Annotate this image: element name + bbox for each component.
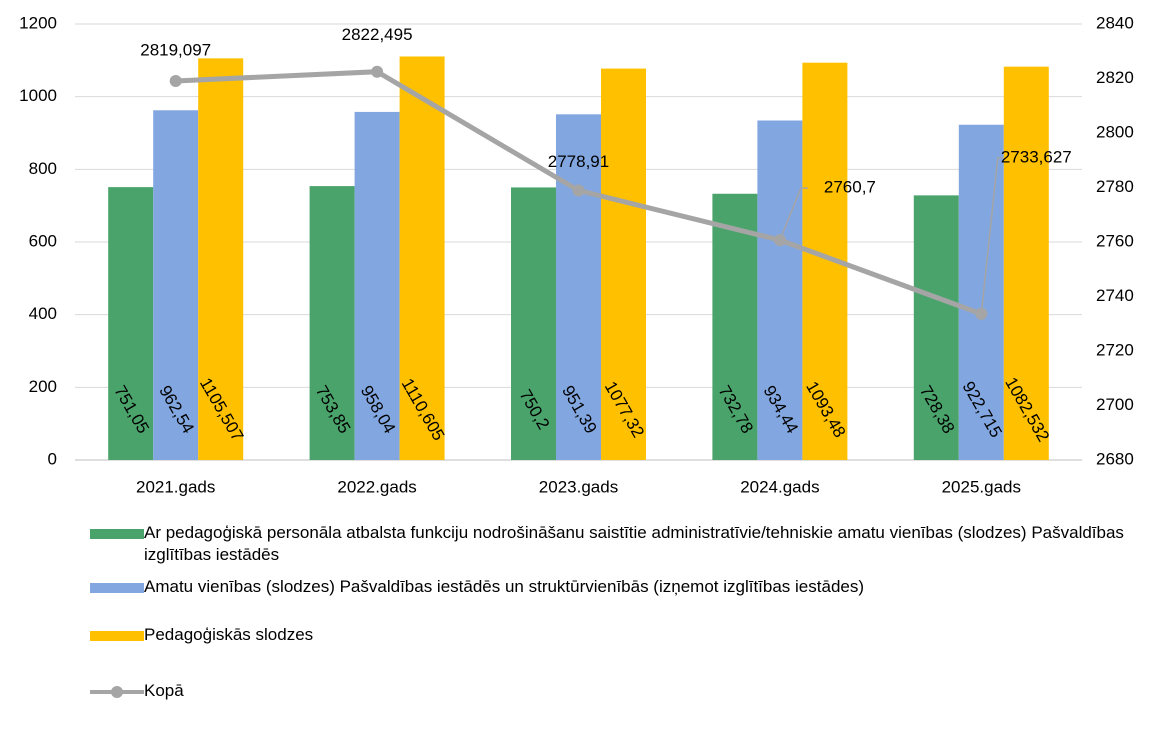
x-tick-label: 2022.gads (337, 477, 416, 496)
y2-tick-label: 2740 (1096, 286, 1134, 305)
bar (601, 68, 646, 460)
legend-label: Amatu vienības (slodzes) Pašvaldības ies… (144, 577, 865, 596)
bar (108, 187, 154, 460)
bar (556, 114, 601, 460)
x-tick-label: 2025.gads (942, 477, 1021, 496)
bar (511, 187, 556, 460)
line-label: 2733,627 (1001, 147, 1072, 166)
line-label: 2778,91 (548, 152, 609, 171)
y2-tick-label: 2820 (1096, 68, 1134, 87)
legend-entry: Amatu vienības (slodzes) Pašvaldības ies… (90, 576, 1130, 598)
bar (757, 120, 803, 460)
leader-line (980, 157, 1004, 314)
line-label: 2760,7 (824, 178, 876, 197)
y2-tick-label: 2800 (1096, 122, 1134, 141)
y2-tick-label: 2760 (1096, 231, 1134, 250)
bar (958, 124, 1004, 460)
y-tick-label: 0 (48, 449, 57, 468)
y2-tick-label: 2680 (1096, 449, 1134, 468)
y2-tick-label: 2780 (1096, 177, 1134, 196)
y2-tick-label: 2840 (1096, 13, 1134, 32)
legend-label: Kopā (144, 681, 184, 700)
line-marker (572, 184, 585, 197)
y-tick-label: 400 (29, 304, 57, 323)
y2-tick-label: 2720 (1096, 340, 1134, 359)
legend-swatch (90, 686, 144, 698)
legend-marker (111, 686, 123, 698)
line-label: 2819,097 (140, 40, 211, 59)
line-marker (371, 65, 384, 78)
legend: Ar pedagoģiskā personāla atbalsta funkci… (90, 522, 1130, 722)
leader-line (779, 187, 808, 241)
legend-swatch (90, 529, 144, 539)
legend-entry: Pedagoģiskās slodzes (90, 624, 1130, 646)
line-label: 2822,495 (342, 25, 413, 44)
bar (712, 193, 758, 461)
legend-swatch (90, 583, 144, 593)
bar (198, 58, 244, 460)
y2-tick-label: 2700 (1096, 395, 1134, 414)
bar (399, 56, 445, 460)
legend-label: Pedagoģiskās slodzes (144, 625, 314, 644)
legend-entry: Ar pedagoģiskā personāla atbalsta funkci… (90, 522, 1130, 566)
y-tick-label: 1200 (19, 13, 57, 32)
bar (153, 110, 199, 460)
legend-entry: Kopā (90, 680, 1130, 702)
x-tick-label: 2023.gads (539, 477, 618, 496)
y-tick-label: 200 (29, 377, 57, 396)
y-tick-label: 600 (29, 231, 57, 250)
y-tick-label: 800 (29, 159, 57, 178)
chart: 0 200 400 600 800 1000 1200 2680 2700 2720 2740 276… (19, 13, 1134, 496)
bar (354, 111, 400, 460)
x-tick-label: 2024.gads (740, 477, 819, 496)
line-marker (169, 74, 182, 87)
legend-swatch (90, 631, 144, 641)
y-tick-label: 1000 (19, 86, 57, 105)
bar (1003, 66, 1049, 460)
x-tick-label: 2021.gads (136, 477, 215, 496)
bar (913, 195, 959, 460)
bar (309, 186, 355, 460)
legend-label: Ar pedagoģiskā personāla atbalsta funkci… (144, 523, 1124, 564)
